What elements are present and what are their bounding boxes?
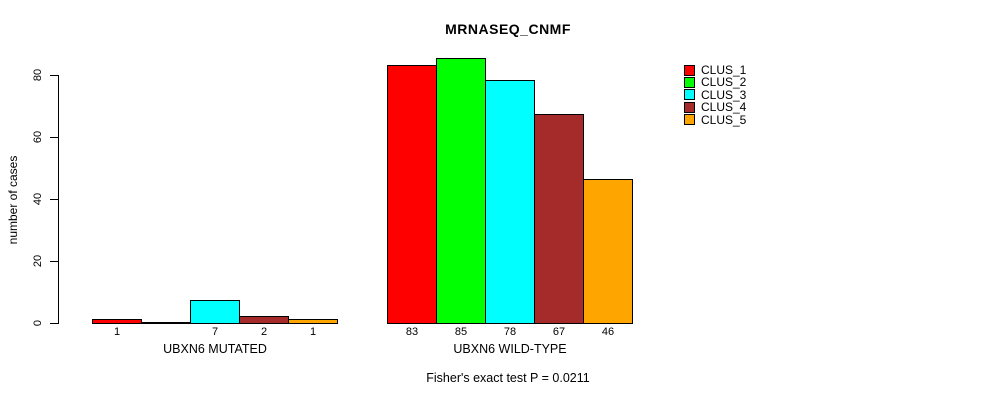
y-tick-label-0: 0 — [32, 319, 44, 327]
bar-value-label-ubxn6-mutated-clus-4: 2 — [260, 326, 268, 338]
legend-label-clus-2: CLUS_2 — [701, 75, 747, 90]
legend-item-clus-5: CLUS_5 — [684, 114, 746, 126]
y-tick-label-20: 20 — [32, 254, 44, 268]
bar-ubxn6-wild-type-clus-1 — [387, 65, 437, 324]
legend-label-clus-4: CLUS_4 — [701, 100, 747, 115]
y-tick-mark-0 — [50, 323, 58, 324]
y-tick-mark-40 — [50, 199, 58, 200]
bar-ubxn6-mutated-clus-5 — [288, 319, 338, 324]
y-tick-label-60: 60 — [32, 130, 44, 144]
legend-swatch-clus-4 — [684, 101, 695, 113]
bar-value-label-ubxn6-mutated-clus-1: 1 — [113, 326, 121, 338]
bar-value-label-ubxn6-wild-type-clus-5: 46 — [601, 326, 615, 338]
legend-swatch-clus-2 — [684, 76, 695, 88]
bar-ubxn6-mutated-clus-2 — [141, 322, 191, 324]
bar-ubxn6-mutated-clus-3 — [190, 300, 240, 324]
footnote-text: Fisher's exact test P = 0.0211 — [426, 371, 590, 385]
legend-item-clus-3: CLUS_3 — [684, 89, 746, 101]
legend-item-clus-1: CLUS_1 — [684, 64, 746, 76]
chart-title: MRNASEQ_CNMF — [445, 21, 571, 37]
y-axis-label: number of cases — [6, 155, 20, 245]
bar-ubxn6-mutated-clus-4 — [239, 316, 289, 324]
bar-ubxn6-wild-type-clus-5 — [583, 179, 633, 324]
bar-ubxn6-mutated-clus-1 — [92, 319, 142, 324]
y-tick-mark-20 — [50, 261, 58, 262]
legend-swatch-clus-5 — [684, 114, 695, 126]
legend-swatch-clus-1 — [684, 64, 695, 76]
legend-label-clus-5: CLUS_5 — [701, 112, 747, 127]
y-tick-mark-80 — [50, 75, 58, 76]
y-tick-mark-60 — [50, 137, 58, 138]
group-label-ubxn6-wild-type: UBXN6 WILD-TYPE — [453, 342, 567, 356]
legend-item-clus-2: CLUS_2 — [684, 76, 746, 88]
bar-value-label-ubxn6-mutated-clus-5: 1 — [309, 326, 317, 338]
bar-ubxn6-wild-type-clus-3 — [485, 80, 535, 324]
bar-value-label-ubxn6-wild-type-clus-3: 78 — [503, 326, 517, 338]
y-axis-line — [58, 75, 59, 324]
legend-item-clus-4: CLUS_4 — [684, 101, 746, 113]
group-label-ubxn6-mutated: UBXN6 MUTATED — [163, 342, 267, 356]
bar-ubxn6-wild-type-clus-4 — [534, 114, 584, 324]
bar-ubxn6-wild-type-clus-2 — [436, 58, 486, 324]
bar-value-label-ubxn6-wild-type-clus-1: 83 — [405, 326, 419, 338]
bar-value-label-ubxn6-wild-type-clus-4: 67 — [552, 326, 566, 338]
legend-label-clus-1: CLUS_1 — [701, 63, 747, 77]
y-tick-label-80: 80 — [32, 68, 44, 82]
bar-value-label-ubxn6-mutated-clus-3: 7 — [211, 326, 219, 338]
legend-swatch-clus-3 — [684, 89, 695, 101]
legend-label-clus-3: CLUS_3 — [701, 87, 747, 102]
bar-value-label-ubxn6-wild-type-clus-2: 85 — [454, 326, 468, 338]
y-tick-label-40: 40 — [32, 192, 44, 206]
